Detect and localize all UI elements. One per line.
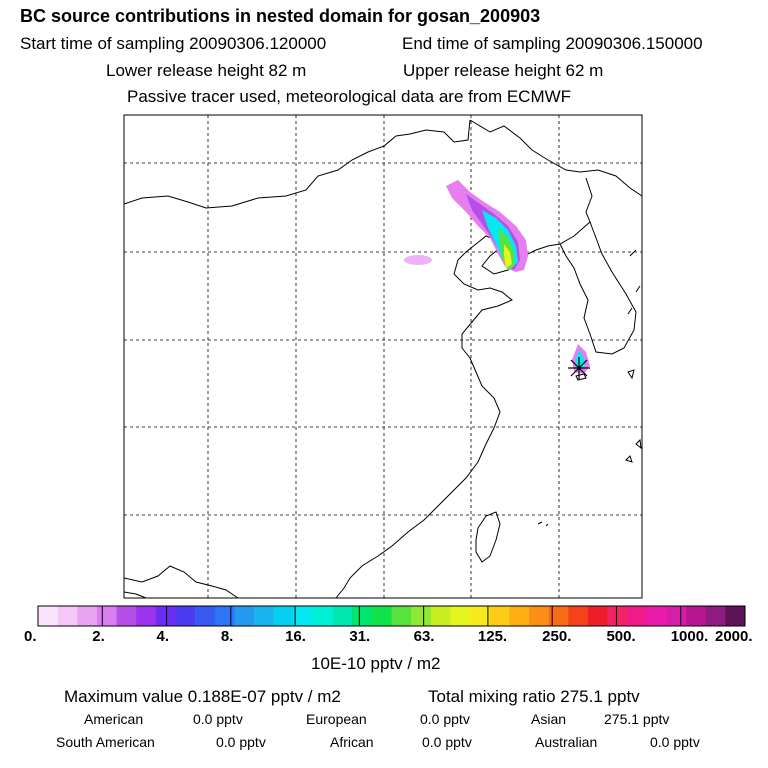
colorbar-swatch bbox=[57, 606, 78, 626]
graticule bbox=[124, 115, 642, 598]
region-value: 0.0 pptv bbox=[216, 734, 266, 750]
small-islands bbox=[537, 521, 549, 527]
region-value: 0.0 pptv bbox=[422, 734, 472, 750]
south-border bbox=[123, 565, 239, 599]
region-name: European bbox=[306, 711, 367, 727]
colorbar-tick-label: 8. bbox=[220, 628, 234, 645]
region-value: 0.0 pptv bbox=[420, 711, 470, 727]
colorbar-swatch bbox=[607, 606, 628, 626]
upper-release-label: Upper release height 62 m bbox=[403, 61, 604, 80]
colorbar-swatch bbox=[371, 606, 392, 626]
coastlines bbox=[123, 119, 643, 599]
colorbar-swatch bbox=[705, 606, 726, 626]
region-value: 0.0 pptv bbox=[650, 734, 700, 750]
colorbar-swatch bbox=[195, 606, 216, 626]
colorbar-tick-label: 1000. bbox=[670, 628, 709, 645]
end-time-label: End time of sampling 20090306.150000 bbox=[402, 34, 703, 53]
colorbar-tick-label: 2000. bbox=[715, 628, 753, 645]
colorbar-tick-label: 125. bbox=[477, 628, 508, 645]
colorbar-swatch bbox=[587, 606, 608, 626]
colorbar-swatch bbox=[548, 606, 569, 626]
colorbar-swatch bbox=[411, 606, 432, 626]
colorbar-swatch bbox=[470, 606, 490, 626]
colorbar-swatch bbox=[450, 606, 471, 626]
colorbar-swatch bbox=[155, 606, 176, 626]
colorbar-swatch bbox=[175, 606, 196, 626]
region-name: African bbox=[330, 734, 374, 750]
colorbar-tick-label: 2. bbox=[92, 628, 105, 645]
colorbar-swatch bbox=[489, 606, 510, 626]
total-mixing-label: Total mixing ratio 275.1 pptv bbox=[428, 687, 640, 706]
lower-release-label: Lower release height 82 m bbox=[106, 61, 307, 80]
colorbar-swatch bbox=[273, 606, 294, 626]
region-name: South American bbox=[56, 734, 155, 750]
colorbar-swatch bbox=[214, 606, 235, 626]
colorbar-swatch bbox=[38, 606, 58, 626]
max-value-label: Maximum value 0.188E-07 pptv / m2 bbox=[64, 687, 341, 706]
tracer-plume bbox=[404, 180, 590, 374]
ryukyu-island bbox=[625, 455, 633, 463]
colorbar-tick-label: 500. bbox=[606, 628, 636, 645]
colorbar-swatch bbox=[136, 606, 157, 626]
colorbar-tick-label: 16. bbox=[285, 628, 306, 645]
map-panel bbox=[123, 114, 643, 599]
colorbar-tick-label: 4. bbox=[156, 628, 170, 645]
colorbar-swatch bbox=[96, 606, 117, 626]
colorbar bbox=[37, 605, 746, 627]
note-label: Passive tracer used, meteorological data… bbox=[127, 87, 572, 106]
colorbar-unit-label: 10E-10 pptv / m2 bbox=[311, 654, 441, 673]
region-name: Asian bbox=[531, 711, 567, 727]
colorbar-swatch bbox=[116, 606, 137, 626]
colorbar-swatch bbox=[509, 606, 530, 626]
taiwan-coast bbox=[475, 511, 501, 563]
colorbar-swatch bbox=[312, 606, 333, 626]
colorbar-swatch bbox=[627, 606, 648, 626]
plume-faint-patch bbox=[404, 255, 432, 265]
colorbar-swatch bbox=[254, 606, 274, 626]
region-name: Australian bbox=[535, 734, 598, 750]
region-value: 0.0 pptv bbox=[193, 711, 243, 727]
colorbar-swatch bbox=[568, 606, 589, 626]
korea-coast bbox=[559, 221, 637, 355]
colorbar-swatch bbox=[352, 606, 373, 626]
jeju-island bbox=[575, 373, 587, 381]
japan-coast-fragments bbox=[627, 249, 641, 315]
start-time-label: Start time of sampling 20090306.120000 bbox=[20, 34, 327, 53]
map-frame bbox=[123, 114, 643, 599]
colorbar-swatch bbox=[293, 606, 314, 626]
colorbar-swatch bbox=[234, 606, 255, 626]
colorbar-swatch bbox=[430, 606, 451, 626]
northeast-border bbox=[469, 119, 643, 197]
receptor-marker bbox=[568, 357, 590, 379]
colorbar-swatch bbox=[391, 606, 412, 626]
colorbar-tick-label: 31. bbox=[349, 628, 371, 645]
ryukyu-island bbox=[635, 438, 642, 450]
colorbar-swatch bbox=[332, 606, 353, 626]
tsushima-island bbox=[627, 369, 635, 380]
south-border-2 bbox=[123, 591, 147, 599]
colorbar-swatch bbox=[725, 606, 746, 626]
colorbar-swatch bbox=[77, 606, 98, 626]
colorbar-swatch bbox=[646, 606, 667, 626]
colorbar-tick-label: 0. bbox=[24, 628, 37, 645]
region-value: 275.1 pptv bbox=[604, 711, 670, 727]
china-korea-border bbox=[517, 177, 593, 263]
colorbar-swatch bbox=[686, 606, 707, 626]
colorbar-tick-label: 63. bbox=[413, 628, 435, 645]
colorbar-swatch bbox=[528, 606, 549, 626]
page-title: BC source contributions in nested domain… bbox=[20, 6, 541, 26]
region-name: American bbox=[84, 711, 144, 727]
colorbar-swatch bbox=[666, 606, 687, 626]
mongolia-border bbox=[123, 119, 471, 209]
plume-yellow-core bbox=[504, 244, 512, 268]
colorbar-tick-label: 250. bbox=[542, 628, 572, 645]
